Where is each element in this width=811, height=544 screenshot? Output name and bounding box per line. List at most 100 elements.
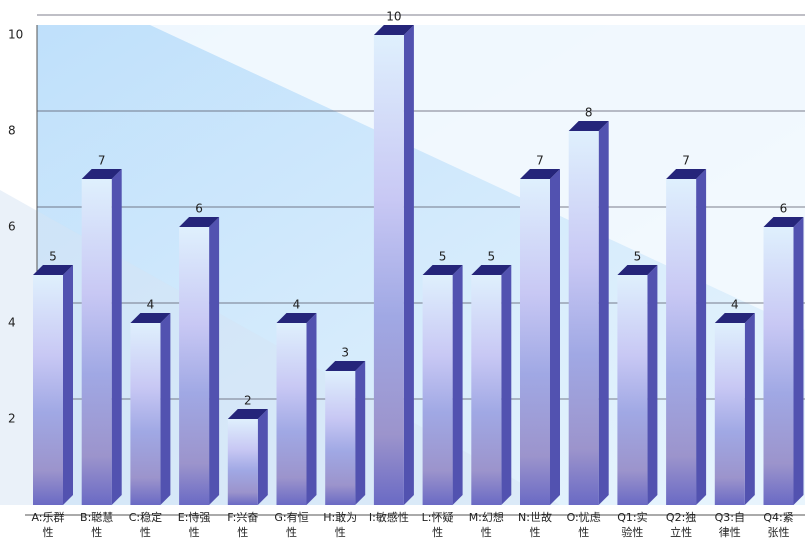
- bar-front: [81, 179, 112, 505]
- bar-top: [471, 265, 512, 275]
- bar-top: [227, 409, 268, 419]
- bar: [81, 169, 122, 505]
- bar: [179, 217, 220, 505]
- bar: [666, 169, 707, 505]
- bar-side: [647, 265, 658, 505]
- y-tick-label: 2: [8, 412, 16, 426]
- bar: [325, 361, 366, 505]
- bar-top: [81, 169, 122, 179]
- bar-side: [160, 313, 171, 505]
- bar: [520, 169, 560, 505]
- bar-side: [501, 265, 512, 505]
- bar-side: [452, 265, 463, 505]
- x-tick-label: Q1:实验性: [617, 511, 648, 539]
- x-tick-label: L:怀疑性: [421, 511, 454, 539]
- data-label: 5: [49, 250, 57, 264]
- bar: [471, 265, 512, 505]
- bar-top: [33, 265, 73, 275]
- data-label: 7: [682, 154, 690, 168]
- x-tick-label: Q4:紧张性: [763, 511, 794, 539]
- bar-top: [763, 217, 804, 227]
- x-tick-label: I:敏感性: [368, 511, 409, 524]
- x-tick-label: C:稳定性: [128, 511, 163, 539]
- bg-wedge: [150, 25, 805, 330]
- bar-front: [276, 323, 307, 505]
- bar-front: [666, 179, 697, 505]
- bar-side: [696, 169, 707, 505]
- data-label: 7: [98, 154, 106, 168]
- bar-top: [422, 265, 463, 275]
- bar-top: [714, 313, 755, 323]
- bar-side: [403, 25, 414, 505]
- bar: [763, 217, 804, 505]
- bar: [276, 313, 317, 505]
- y-tick-label: 10: [8, 28, 23, 42]
- bar-top: [276, 313, 317, 323]
- bar-top: [666, 169, 707, 179]
- data-label: 5: [634, 250, 642, 264]
- bar-top: [179, 217, 220, 227]
- bar-side: [355, 361, 366, 505]
- bar-front: [763, 227, 794, 505]
- x-tick-label: F:兴奋性: [227, 511, 259, 539]
- bar-front: [471, 275, 502, 505]
- bar-top: [617, 265, 658, 275]
- bar: [373, 25, 414, 505]
- bar: [33, 265, 73, 505]
- bar-front: [520, 179, 550, 505]
- y-tick-label: 6: [8, 220, 16, 234]
- bar: [227, 409, 268, 505]
- bar-top: [568, 121, 609, 131]
- y-tick-label: 4: [8, 316, 16, 330]
- bar-side: [306, 313, 317, 505]
- bar-top: [373, 25, 414, 35]
- bar-side: [257, 409, 268, 505]
- bar-front: [617, 275, 648, 505]
- bar-front: [422, 275, 453, 505]
- bar-side: [598, 121, 609, 505]
- data-label: 4: [731, 298, 739, 312]
- data-label: 5: [439, 250, 447, 264]
- bar-side: [63, 265, 73, 505]
- data-label: 10: [386, 10, 401, 24]
- x-tick-label: M:幻想性: [468, 511, 504, 539]
- x-tick-label: A:乐群性: [31, 511, 65, 539]
- data-label: 5: [487, 250, 495, 264]
- bar-side: [744, 313, 755, 505]
- bar: [130, 313, 171, 505]
- bar-side: [793, 217, 804, 505]
- bar-front: [568, 131, 599, 505]
- bar-front: [714, 323, 745, 505]
- data-label: 6: [195, 202, 203, 216]
- x-tick-label: B:聪慧性: [80, 511, 114, 539]
- bar-front: [373, 35, 404, 505]
- bar: [422, 265, 463, 505]
- data-label: 2: [244, 394, 252, 408]
- bar-front: [130, 323, 161, 505]
- x-tick-label: N:世故性: [518, 511, 552, 539]
- data-label: 3: [341, 346, 349, 360]
- data-label: 7: [536, 154, 544, 168]
- data-label: 4: [293, 298, 301, 312]
- bar: [714, 313, 755, 505]
- data-label: 8: [585, 106, 593, 120]
- data-label: 4: [147, 298, 155, 312]
- x-tick-label: O:忧虑性: [566, 511, 601, 539]
- bar-side: [209, 217, 220, 505]
- bar-side: [550, 169, 560, 505]
- bar-front: [179, 227, 210, 505]
- x-tick-label: Q2:独立性: [665, 511, 697, 539]
- x-tick-label: H:敢为性: [323, 511, 358, 539]
- bar-top: [520, 169, 560, 179]
- bar-front: [325, 371, 356, 505]
- x-tick-label: G:有恒性: [274, 511, 309, 539]
- bar-front: [33, 275, 63, 505]
- bar-side: [111, 169, 122, 505]
- bar: [617, 265, 658, 505]
- x-tick-label: Q3:自律性: [714, 511, 745, 539]
- bar-top: [130, 313, 171, 323]
- data-label: 6: [780, 202, 788, 216]
- x-tick-label: E:恃强性: [177, 511, 211, 539]
